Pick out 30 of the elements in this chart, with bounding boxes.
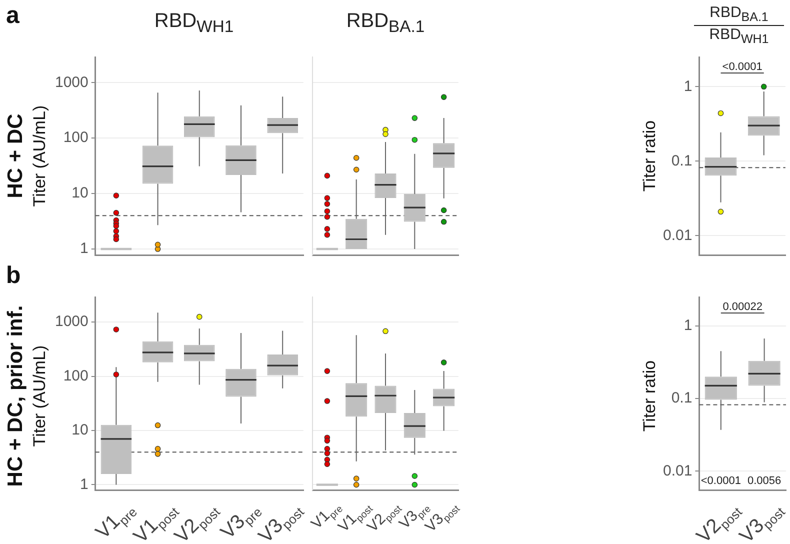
chart-title: RBD$_{BA.1}$	[694, 4, 784, 26]
y-tick-label: 0.01	[662, 226, 692, 244]
y-tick-label: 1	[684, 78, 692, 95]
chart-subtitle: RBD$_{WH1}$	[708, 26, 770, 46]
y-tick-label: 0.1	[671, 152, 692, 170]
y-tick-label: 1	[684, 317, 692, 334]
annotation: <0.0001	[700, 475, 741, 487]
y-tick-label: 1	[80, 476, 88, 493]
text: b	[6, 262, 21, 290]
annotation: <0.0001	[722, 61, 762, 73]
y-tick-label: 0.1	[671, 390, 692, 407]
text: HC + DC, prior inf.	[4, 304, 28, 486]
y-tick-label: 1000	[54, 313, 88, 330]
y-axis-title: Titer ratio	[640, 120, 660, 192]
y-tick-label: 1000	[54, 74, 88, 91]
y-tick-label: 0.01	[662, 462, 692, 480]
y-axis-title: Titer (AU/mL)	[30, 105, 50, 207]
text: HC + DC	[4, 114, 28, 198]
chart-title: RBD$_{WH1}$	[153, 10, 235, 37]
annotation: 0.00022	[722, 301, 762, 313]
y-axis-title: Titer ratio	[640, 360, 660, 432]
annotation: 0.0056	[747, 475, 782, 487]
text: a	[6, 2, 20, 30]
y-tick-label: 100	[63, 129, 88, 146]
y-tick-label: 1	[80, 240, 88, 258]
y-tick-label: 10	[72, 184, 88, 202]
y-axis-title: Titer (AU/mL)	[30, 344, 50, 446]
chart-title: RBD$_{BA.1}$	[345, 10, 426, 37]
y-tick-label: 10	[72, 422, 88, 439]
y-tick-label: 100	[63, 367, 88, 384]
